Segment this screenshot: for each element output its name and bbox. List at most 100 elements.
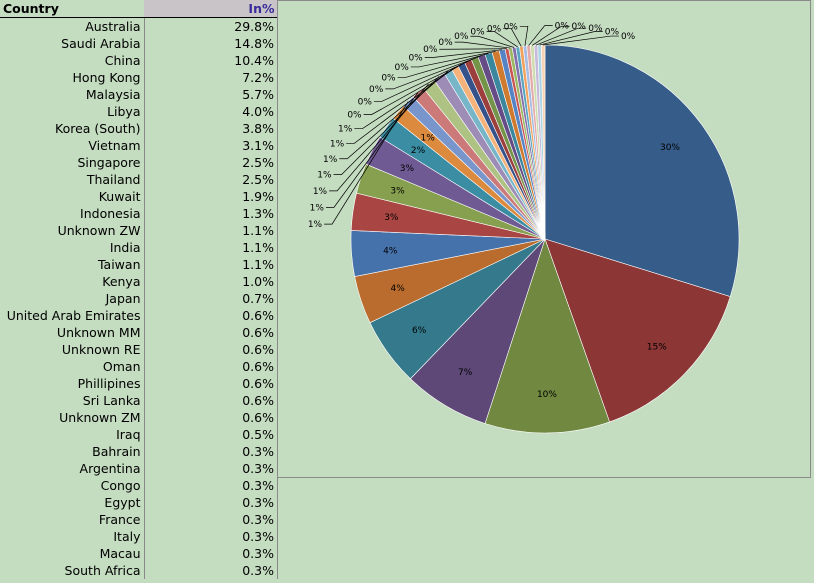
table-row[interactable]: India 1.1% <box>0 239 278 256</box>
table-row[interactable]: Singapore 2.5% <box>0 154 278 171</box>
table-row[interactable]: Saudi Arabia 14.8% <box>0 35 278 52</box>
percent-cell[interactable]: 4.0% <box>144 103 278 120</box>
percent-cell[interactable]: 0.3% <box>144 562 278 579</box>
percent-cell[interactable]: 0.5% <box>144 426 278 443</box>
country-cell[interactable]: Unknown ZW <box>0 222 145 239</box>
percent-cell[interactable]: 29.8% <box>144 17 278 35</box>
pie-slice[interactable] <box>544 238 731 423</box>
table-row[interactable]: Argentina 0.3% <box>0 460 278 477</box>
pie-slice[interactable] <box>484 238 610 434</box>
country-cell[interactable]: Macau <box>0 545 145 562</box>
table-row[interactable]: China 10.4% <box>0 52 278 69</box>
percent-cell[interactable]: 0.3% <box>144 545 278 562</box>
percent-cell[interactable]: 0.6% <box>144 324 278 341</box>
table-row[interactable]: Libya 4.0% <box>0 103 278 120</box>
percent-cell[interactable]: 0.6% <box>144 409 278 426</box>
table-row[interactable]: Sri Lanka 0.6% <box>0 392 278 409</box>
percent-cell[interactable]: 2.5% <box>144 171 278 188</box>
country-cell[interactable]: Bahrain <box>0 443 145 460</box>
percent-cell[interactable]: 3.8% <box>144 120 278 137</box>
percent-cell[interactable]: 14.8% <box>144 35 278 52</box>
country-cell[interactable]: Unknown RE <box>0 341 145 358</box>
percent-cell[interactable]: 0.6% <box>144 358 278 375</box>
country-cell[interactable]: Libya <box>0 103 145 120</box>
percent-cell[interactable]: 0.6% <box>144 392 278 409</box>
percent-cell[interactable]: 0.6% <box>144 375 278 392</box>
country-cell[interactable]: Australia <box>0 17 145 35</box>
country-cell[interactable]: Saudi Arabia <box>0 35 145 52</box>
table-row[interactable]: Kenya 1.0% <box>0 273 278 290</box>
table-row[interactable]: Australia 29.8% <box>0 17 278 35</box>
table-row[interactable]: United Arab Emirates 0.6% <box>0 307 278 324</box>
country-cell[interactable]: Indonesia <box>0 205 145 222</box>
percent-cell[interactable]: 10.4% <box>144 52 278 69</box>
table-row[interactable]: Kuwait 1.9% <box>0 188 278 205</box>
country-cell[interactable]: Korea (South) <box>0 120 145 137</box>
table-row[interactable]: Taiwan 1.1% <box>0 256 278 273</box>
percent-cell[interactable]: 0.3% <box>144 494 278 511</box>
column-header-percent[interactable]: In% <box>144 0 278 18</box>
percent-cell[interactable]: 1.9% <box>144 188 278 205</box>
table-row[interactable]: Unknown ZM 0.6% <box>0 409 278 426</box>
column-header-country[interactable]: Country <box>0 0 144 18</box>
percent-cell[interactable]: 1.1% <box>144 239 278 256</box>
table-row[interactable]: Thailand 2.5% <box>0 171 278 188</box>
percent-cell[interactable]: 0.3% <box>144 528 278 545</box>
percent-cell[interactable]: 1.3% <box>144 205 278 222</box>
table-row[interactable]: Malaysia 5.7% <box>0 86 278 103</box>
table-row[interactable]: Unknown ZW 1.1% <box>0 222 278 239</box>
country-cell[interactable]: Oman <box>0 358 145 375</box>
country-cell[interactable]: United Arab Emirates <box>0 307 145 324</box>
percent-cell[interactable]: 7.2% <box>144 69 278 86</box>
percent-cell[interactable]: 0.3% <box>144 511 278 528</box>
country-cell[interactable]: Congo <box>0 477 145 494</box>
table-row[interactable]: Vietnam 3.1% <box>0 137 278 154</box>
country-cell[interactable]: Unknown ZM <box>0 409 145 426</box>
table-row[interactable]: Phillipines 0.6% <box>0 375 278 392</box>
country-cell[interactable]: South Africa <box>0 562 145 579</box>
country-cell[interactable]: Argentina <box>0 460 145 477</box>
country-cell[interactable]: Italy <box>0 528 145 545</box>
country-cell[interactable]: Unknown MM <box>0 324 145 341</box>
country-cell[interactable]: France <box>0 511 145 528</box>
country-cell[interactable]: Malaysia <box>0 86 145 103</box>
percent-cell[interactable]: 0.3% <box>144 443 278 460</box>
percent-cell[interactable]: 0.7% <box>144 290 278 307</box>
country-cell[interactable]: Kuwait <box>0 188 145 205</box>
country-cell[interactable]: India <box>0 239 145 256</box>
country-cell[interactable]: Iraq <box>0 426 145 443</box>
table-row[interactable]: South Africa 0.3% <box>0 562 278 579</box>
table-row[interactable]: Congo 0.3% <box>0 477 278 494</box>
table-row[interactable]: Oman 0.6% <box>0 358 278 375</box>
country-cell[interactable]: Hong Kong <box>0 69 145 86</box>
percent-cell[interactable]: 0.6% <box>144 341 278 358</box>
country-cell[interactable]: Kenya <box>0 273 145 290</box>
percent-cell[interactable]: 1.0% <box>144 273 278 290</box>
table-row[interactable]: Egypt 0.3% <box>0 494 278 511</box>
country-cell[interactable]: Taiwan <box>0 256 145 273</box>
table-row[interactable]: Macau 0.3% <box>0 545 278 562</box>
percent-cell[interactable]: 1.1% <box>144 256 278 273</box>
country-cell[interactable]: Sri Lanka <box>0 392 145 409</box>
country-cell[interactable]: China <box>0 52 145 69</box>
country-cell[interactable]: Singapore <box>0 154 145 171</box>
percent-cell[interactable]: 3.1% <box>144 137 278 154</box>
percent-cell[interactable]: 2.5% <box>144 154 278 171</box>
country-cell[interactable]: Vietnam <box>0 137 145 154</box>
table-row[interactable]: France 0.3% <box>0 511 278 528</box>
percent-cell[interactable]: 5.7% <box>144 86 278 103</box>
country-cell[interactable]: Egypt <box>0 494 145 511</box>
percent-cell[interactable]: 0.3% <box>144 460 278 477</box>
country-cell[interactable]: Thailand <box>0 171 145 188</box>
table-row[interactable]: Unknown MM 0.6% <box>0 324 278 341</box>
table-row[interactable]: Indonesia 1.3% <box>0 205 278 222</box>
percent-cell[interactable]: 1.1% <box>144 222 278 239</box>
table-row[interactable]: Hong Kong 7.2% <box>0 69 278 86</box>
table-row[interactable]: Japan 0.7% <box>0 290 278 307</box>
table-row[interactable]: Unknown RE 0.6% <box>0 341 278 358</box>
table-row[interactable]: Iraq 0.5% <box>0 426 278 443</box>
country-cell[interactable]: Phillipines <box>0 375 145 392</box>
pie-chart-area[interactable]: 30% 15% 10% 7% 6% 4% 4% 3% 3% 3% 2% 1% 1% 1% 1% 1% 1% 1% 1… <box>277 0 811 478</box>
table-row[interactable]: Bahrain 0.3% <box>0 443 278 460</box>
percent-cell[interactable]: 0.3% <box>144 477 278 494</box>
